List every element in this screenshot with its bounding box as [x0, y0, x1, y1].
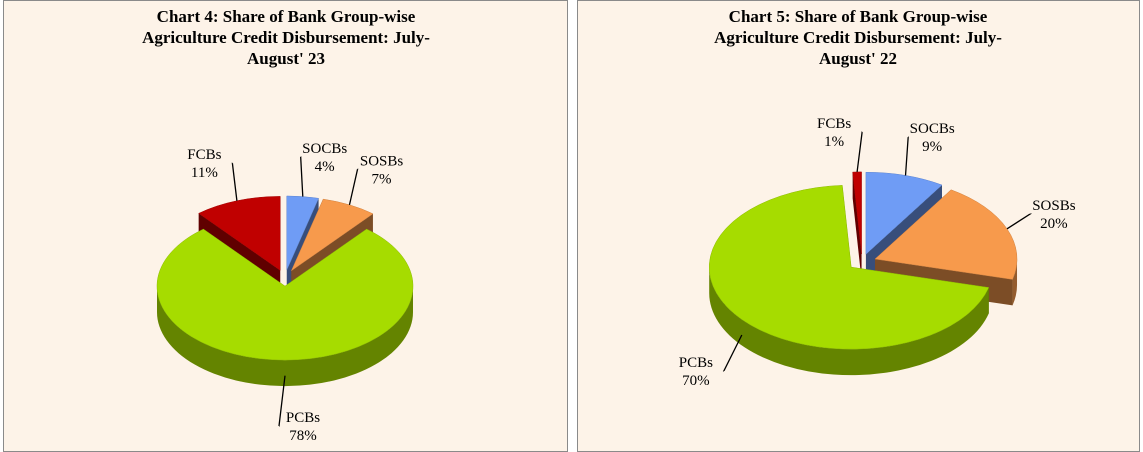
leader-line [904, 136, 909, 176]
slice [865, 171, 943, 255]
slice [286, 195, 319, 271]
category-label: PCBs [679, 355, 713, 371]
slice-face [852, 172, 862, 280]
leader-line [300, 156, 304, 197]
category-label: SOCBs [302, 141, 347, 157]
slice-wall [709, 267, 989, 376]
category-label: SOSBs [1032, 198, 1076, 214]
value-label: 7% [372, 171, 392, 187]
value-label: 1% [824, 134, 844, 150]
slice-tops [709, 171, 1018, 350]
category-label: SOCBs [910, 121, 955, 137]
value-label: 70% [682, 373, 710, 389]
labels: SOCBs 4% SOSBs 7% PCBs 78% FCBs 11% [187, 141, 403, 444]
slice-tops [156, 195, 414, 361]
chart-title: Chart 4: Share of Bank Group-wise Agricu… [142, 7, 430, 68]
category-label: SOSBs [360, 153, 404, 169]
chart-title: Chart 5: Share of Bank Group-wise Agricu… [714, 7, 1002, 68]
value-label: 11% [191, 165, 218, 181]
leader-line [231, 162, 238, 201]
slice-wall [157, 286, 413, 387]
labels: SOCBs 9% SOSBs 20% PCBs 70% FCBs 1% [679, 116, 1076, 389]
leader-line [856, 131, 863, 173]
value-label: 4% [315, 159, 335, 175]
slice [709, 185, 990, 350]
slice-walls [157, 286, 413, 387]
category-label: FCBs [187, 147, 221, 163]
category-label: FCBs [817, 116, 851, 132]
value-label: 78% [289, 428, 317, 444]
leader-line [348, 168, 359, 205]
leader-line [1006, 213, 1033, 230]
leader-line [278, 375, 286, 427]
slice [156, 228, 414, 361]
value-label: 20% [1040, 216, 1068, 232]
slice [198, 196, 281, 271]
leader-line [722, 334, 743, 372]
value-label: 9% [922, 139, 942, 155]
category-label: PCBs [286, 410, 320, 426]
